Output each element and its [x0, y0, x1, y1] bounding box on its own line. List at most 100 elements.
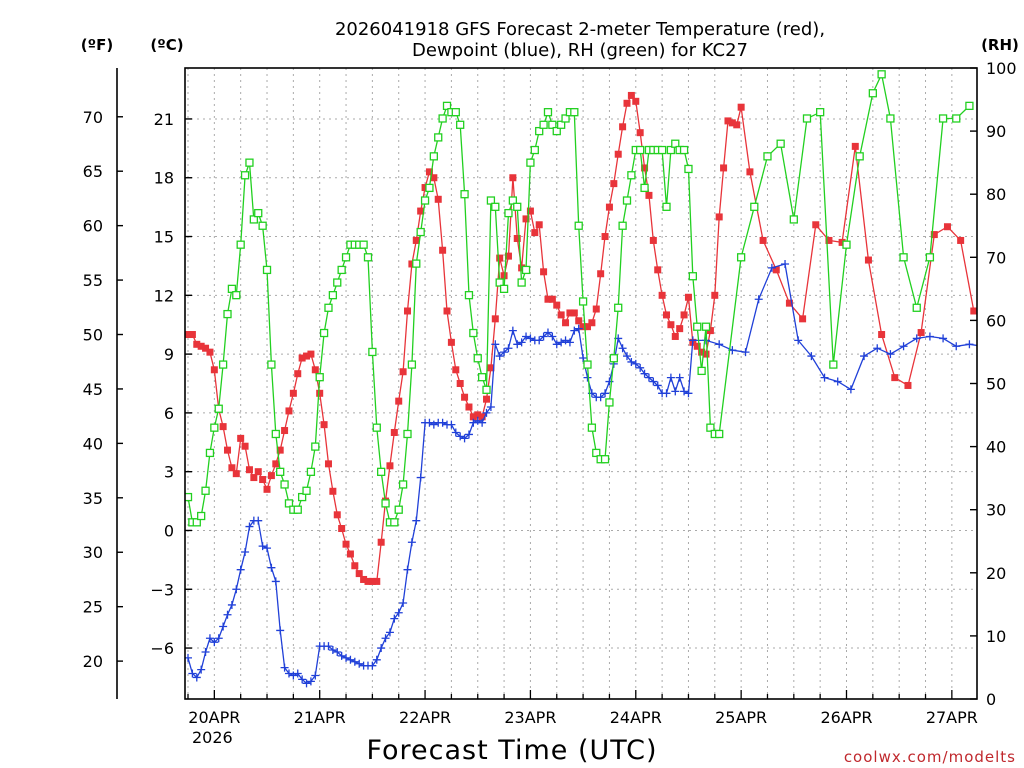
temperature-point: [619, 123, 627, 131]
rh-point: [517, 278, 526, 287]
rh-point: [451, 108, 460, 117]
rh-point: [210, 423, 219, 432]
dewpoint-point: [820, 373, 829, 382]
rh-tick-label: 50: [986, 375, 1006, 394]
temperature-point: [535, 221, 543, 229]
temperature-point: [684, 293, 692, 301]
dewpoint-point: [640, 369, 649, 378]
dewpoint-point: [552, 340, 561, 349]
temperature-point: [562, 319, 570, 327]
dewpoint-point: [561, 336, 570, 345]
rh-point: [640, 183, 649, 193]
dewpoint-point: [293, 669, 302, 678]
dewpoint-point: [337, 651, 346, 660]
dewpoint-point: [860, 352, 869, 361]
dewpoint-point: [495, 352, 504, 361]
temperature-point: [373, 577, 381, 585]
dewpoint-point: [653, 381, 662, 390]
fahrenheit-tick-label: 30: [83, 543, 103, 562]
dewpoint-point: [328, 646, 337, 655]
rh-point: [218, 360, 228, 369]
rh-point: [381, 499, 390, 508]
celsius-tick-label: 12: [154, 286, 174, 305]
rh-point: [802, 114, 812, 123]
temperature-point: [746, 168, 754, 176]
temperature-point: [245, 466, 253, 474]
rh-axis: 0 10 20 30 40 50 60 70 80 90 100: [970, 59, 1017, 709]
rh-point: [671, 139, 680, 148]
temperature-point: [298, 354, 306, 362]
time-tick-label: 25APR: [715, 708, 767, 727]
rh-point: [368, 347, 377, 357]
temperature-point: [605, 203, 613, 211]
dewpoint-point: [833, 377, 842, 386]
rh-point: [561, 114, 570, 123]
rh-point: [486, 196, 496, 205]
rh-point: [684, 164, 693, 174]
dewpoint-point: [342, 653, 351, 662]
temperature-point: [443, 307, 451, 315]
fahrenheit-tick-label: 35: [83, 489, 103, 508]
temperature-point: [289, 389, 297, 397]
dewpoint-point: [197, 665, 206, 674]
dewpoint-point: [280, 663, 289, 672]
temperature-point: [570, 309, 578, 317]
temperature-point: [329, 487, 337, 495]
celsius-axis: −6 −3 0 3 6 9 12 15 18 21: [150, 110, 192, 658]
rh-point: [434, 133, 443, 142]
dewpoint-point: [543, 328, 552, 337]
year-label: 2026: [192, 728, 233, 747]
rh-point: [868, 89, 877, 98]
rh-point: [267, 360, 276, 369]
rh-point: [763, 152, 772, 161]
rh-point: [965, 101, 974, 111]
rh-point: [469, 328, 478, 338]
temperature-point: [259, 476, 267, 484]
dewpoint-point: [684, 389, 693, 398]
temperature-point: [509, 174, 517, 182]
time-tick-label: 20APR: [188, 708, 240, 727]
dewpoint-point: [513, 340, 522, 349]
temperature-point: [368, 577, 376, 585]
dewpoint-point: [535, 336, 544, 345]
rh-point: [701, 322, 711, 331]
dewpoint-point: [372, 655, 381, 664]
dewpoint-point: [456, 432, 465, 441]
rh-point: [925, 253, 935, 262]
dewpoint-point: [557, 338, 566, 347]
temperature-point: [557, 311, 565, 319]
dewpoint-point: [219, 622, 228, 631]
temperature-point: [465, 403, 473, 411]
dewpoint-point: [333, 647, 342, 656]
plot-frame: [184, 67, 978, 700]
dewpoint-point: [486, 403, 495, 412]
dewpoint-point: [346, 655, 355, 664]
dewpoint-point: [473, 416, 482, 425]
rh-point: [899, 253, 908, 262]
x-axis-title: Forecast Time (UTC): [366, 735, 657, 766]
rh-point: [223, 309, 232, 319]
temperature-point: [711, 291, 719, 299]
rh-point: [552, 126, 561, 136]
dewpoint-point: [451, 428, 460, 437]
rh-point: [508, 196, 518, 205]
rh-point: [829, 360, 838, 369]
dewpoint-point: [464, 430, 473, 439]
dewpoint-point: [482, 408, 491, 417]
temperature-point: [417, 207, 425, 215]
rh-unit-label: (RH): [981, 36, 1019, 54]
dewpoint-point: [306, 677, 315, 686]
temperature-point: [404, 307, 411, 315]
temperature-point: [311, 366, 319, 374]
dewpoint-point: [263, 544, 272, 553]
dewpoint-point: [236, 565, 245, 574]
rh-point: [499, 284, 509, 294]
rh-point: [587, 423, 597, 432]
temperature-point: [408, 260, 416, 268]
temperature-point: [333, 511, 341, 519]
rh-point: [372, 423, 381, 432]
temperature-point: [346, 550, 354, 558]
rh-point: [574, 221, 583, 230]
temperature-point: [715, 213, 723, 221]
temperature-point: [636, 129, 644, 137]
